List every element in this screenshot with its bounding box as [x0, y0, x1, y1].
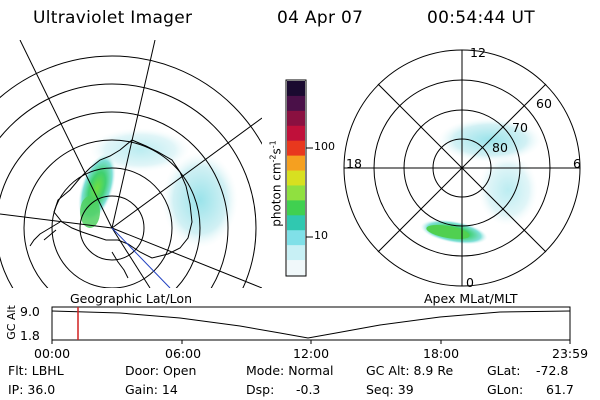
altitude-xtick-1800: 18:00: [423, 346, 460, 361]
colorbar-cell: [287, 170, 305, 186]
colorbar: [285, 79, 313, 277]
geo-aurora-oval: [80, 196, 100, 228]
altitude-xtick-1200: 12:00: [293, 346, 330, 361]
colorbar-tick-10: 10: [314, 229, 328, 242]
colorbar-cell: [287, 140, 305, 157]
colorbar-cell: [287, 81, 305, 97]
instrument-title: Ultraviolet Imager: [33, 8, 193, 28]
mlt-caption: Apex MLat/MLT: [424, 291, 518, 306]
mlt-label-6: 6: [573, 156, 581, 171]
colorbar-cell: [287, 125, 305, 142]
status-gain: Gain: 14: [125, 382, 178, 397]
altitude-curve: [51, 310, 571, 339]
status-dsp-label: Dsp:: [246, 382, 275, 397]
geo-faint-emission: [162, 152, 238, 248]
colorbar-cell: [287, 215, 305, 231]
colorbar-cell: [287, 200, 305, 216]
terminator: [111, 227, 171, 288]
altitude-plot: [51, 306, 571, 344]
colorbar-cell: [287, 155, 305, 172]
colorbar-cell: [287, 95, 305, 112]
mlt-grid: [343, 49, 581, 287]
mlat-label-80: 80: [492, 140, 508, 155]
date-label: 04 Apr 07: [277, 8, 364, 28]
colorbar-unit-label: photon cm-2s-1: [269, 114, 284, 254]
status-glat-label: GLat:: [487, 363, 521, 378]
altitude-frame: [51, 306, 571, 341]
colorbar-cell: [287, 260, 305, 276]
colorbar-cell: [287, 110, 305, 127]
altitude-ylabel: GC Alt: [4, 305, 18, 340]
unit-main: photon cm: [269, 162, 284, 227]
status-ip: IP: 36.0: [8, 382, 56, 397]
status-glon-label: GLon:: [487, 382, 524, 397]
altitude-ytick-9: 9.0: [20, 304, 40, 319]
colorbar-cell: [287, 230, 305, 246]
altitude-xtick-2359: 23:59: [552, 346, 589, 361]
mlat-label-60: 60: [536, 96, 552, 111]
status-glon-value: 61.7: [546, 382, 574, 397]
status-glat-value: -72.8: [536, 363, 569, 378]
status-seq: Seq: 39: [366, 382, 414, 397]
mlt-label-12: 12: [470, 45, 486, 60]
unit-mid: s: [269, 148, 284, 155]
status-dsp-value: -0.3: [296, 382, 321, 397]
geo-caption: Geographic Lat/Lon: [70, 291, 192, 306]
colorbar-tick-100: 100: [314, 140, 335, 153]
status-gc-alt: GC Alt: 8.9 Re: [366, 363, 454, 378]
altitude-xtick-0000: 00:00: [34, 346, 71, 361]
peninsula: [29, 221, 129, 279]
mlt-aurora-arc: [426, 224, 470, 240]
mlt-label-18: 18: [346, 156, 362, 171]
status-flt: Flt: LBHL: [8, 363, 64, 378]
colorbar-cell: [287, 245, 305, 261]
geo-image: [0, 40, 262, 288]
mlt-faint-emission: [478, 154, 538, 226]
time-label: 00:54:44 UT: [427, 8, 535, 28]
unit-sup1: -2: [268, 154, 278, 163]
unit-sup2: -1: [268, 140, 278, 149]
status-door: Door: Open: [125, 363, 197, 378]
mlt-label-0: 0: [466, 275, 474, 290]
altitude-ytick-1.8: 1.8: [20, 328, 40, 343]
status-mode: Mode: Normal: [246, 363, 334, 378]
colorbar-cell: [287, 185, 305, 201]
mlat-label-70: 70: [512, 120, 528, 135]
geo-faint-emission: [90, 128, 190, 172]
altitude-xtick-0600: 06:00: [165, 346, 202, 361]
